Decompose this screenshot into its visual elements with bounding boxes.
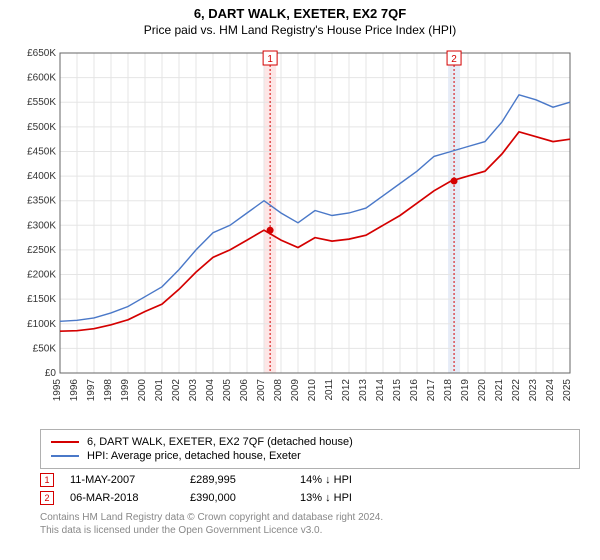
sale-price: £289,995 <box>190 474 300 486</box>
svg-text:£650K: £650K <box>27 48 56 59</box>
svg-text:2016: 2016 <box>409 379 420 402</box>
svg-text:£400K: £400K <box>27 171 56 182</box>
svg-text:2001: 2001 <box>154 379 165 402</box>
legend-swatch <box>51 441 79 443</box>
sale-date: 06-MAR-2018 <box>70 492 190 504</box>
svg-text:2011: 2011 <box>324 379 335 401</box>
svg-text:2014: 2014 <box>375 379 386 402</box>
svg-text:2025: 2025 <box>562 379 573 402</box>
svg-text:2000: 2000 <box>137 379 148 402</box>
svg-text:1997: 1997 <box>86 379 97 402</box>
legend-label: 6, DART WALK, EXETER, EX2 7QF (detached … <box>87 436 353 448</box>
title-main: 6, DART WALK, EXETER, EX2 7QF <box>0 6 600 21</box>
svg-text:1996: 1996 <box>69 379 80 402</box>
svg-text:2024: 2024 <box>545 379 556 402</box>
sale-row: 1 11-MAY-2007 £289,995 14% ↓ HPI <box>40 473 600 487</box>
svg-text:2010: 2010 <box>307 379 318 402</box>
svg-text:2008: 2008 <box>273 379 284 402</box>
svg-text:£150K: £150K <box>27 294 56 305</box>
svg-text:£450K: £450K <box>27 146 56 157</box>
footer-line: This data is licensed under the Open Gov… <box>40 524 580 537</box>
title-block: 6, DART WALK, EXETER, EX2 7QF Price paid… <box>0 0 600 37</box>
svg-text:2004: 2004 <box>205 379 216 402</box>
sale-hpi: 14% ↓ HPI <box>300 474 400 486</box>
svg-text:£250K: £250K <box>27 245 56 256</box>
svg-text:£50K: £50K <box>33 343 57 354</box>
svg-text:£600K: £600K <box>27 73 56 84</box>
legend-item: HPI: Average price, detached house, Exet… <box>51 450 569 462</box>
footer: Contains HM Land Registry data © Crown c… <box>40 511 580 537</box>
svg-text:2022: 2022 <box>511 379 522 402</box>
sale-hpi: 13% ↓ HPI <box>300 492 400 504</box>
svg-text:£100K: £100K <box>27 319 56 330</box>
svg-text:2020: 2020 <box>477 379 488 402</box>
legend-item: 6, DART WALK, EXETER, EX2 7QF (detached … <box>51 436 569 448</box>
svg-text:2007: 2007 <box>256 379 267 402</box>
svg-text:1999: 1999 <box>120 379 131 402</box>
svg-text:2009: 2009 <box>290 379 301 402</box>
svg-text:2023: 2023 <box>528 379 539 402</box>
svg-text:1: 1 <box>267 54 273 65</box>
svg-text:£550K: £550K <box>27 97 56 108</box>
svg-text:£0: £0 <box>45 368 57 379</box>
svg-text:£350K: £350K <box>27 196 56 207</box>
svg-text:2013: 2013 <box>358 379 369 402</box>
sale-date: 11-MAY-2007 <box>70 474 190 486</box>
sale-price: £390,000 <box>190 492 300 504</box>
svg-text:2005: 2005 <box>222 379 233 402</box>
svg-text:2018: 2018 <box>443 379 454 402</box>
svg-text:£300K: £300K <box>27 220 56 231</box>
svg-text:2: 2 <box>451 54 457 65</box>
sale-row: 2 06-MAR-2018 £390,000 13% ↓ HPI <box>40 491 600 505</box>
svg-text:£200K: £200K <box>27 270 56 281</box>
svg-text:2002: 2002 <box>171 379 182 402</box>
title-sub: Price paid vs. HM Land Registry's House … <box>0 23 600 37</box>
svg-text:1998: 1998 <box>103 379 114 402</box>
chart: £0 £50K £100K £150K £200K £250K £300K £350K £400… <box>20 43 580 423</box>
legend-label: HPI: Average price, detached house, Exet… <box>87 450 301 462</box>
sale-marker-icon: 2 <box>40 491 54 505</box>
svg-text:2021: 2021 <box>494 379 505 402</box>
svg-text:2019: 2019 <box>460 379 471 402</box>
svg-text:1995: 1995 <box>52 379 63 402</box>
svg-text:2015: 2015 <box>392 379 403 402</box>
svg-text:£500K: £500K <box>27 122 56 133</box>
footer-line: Contains HM Land Registry data © Crown c… <box>40 511 580 524</box>
legend-swatch <box>51 455 79 457</box>
svg-text:2017: 2017 <box>426 379 437 402</box>
svg-text:2006: 2006 <box>239 379 250 402</box>
sale-marker-icon: 1 <box>40 473 54 487</box>
svg-text:2012: 2012 <box>341 379 352 402</box>
svg-text:2003: 2003 <box>188 379 199 402</box>
legend: 6, DART WALK, EXETER, EX2 7QF (detached … <box>40 429 580 469</box>
